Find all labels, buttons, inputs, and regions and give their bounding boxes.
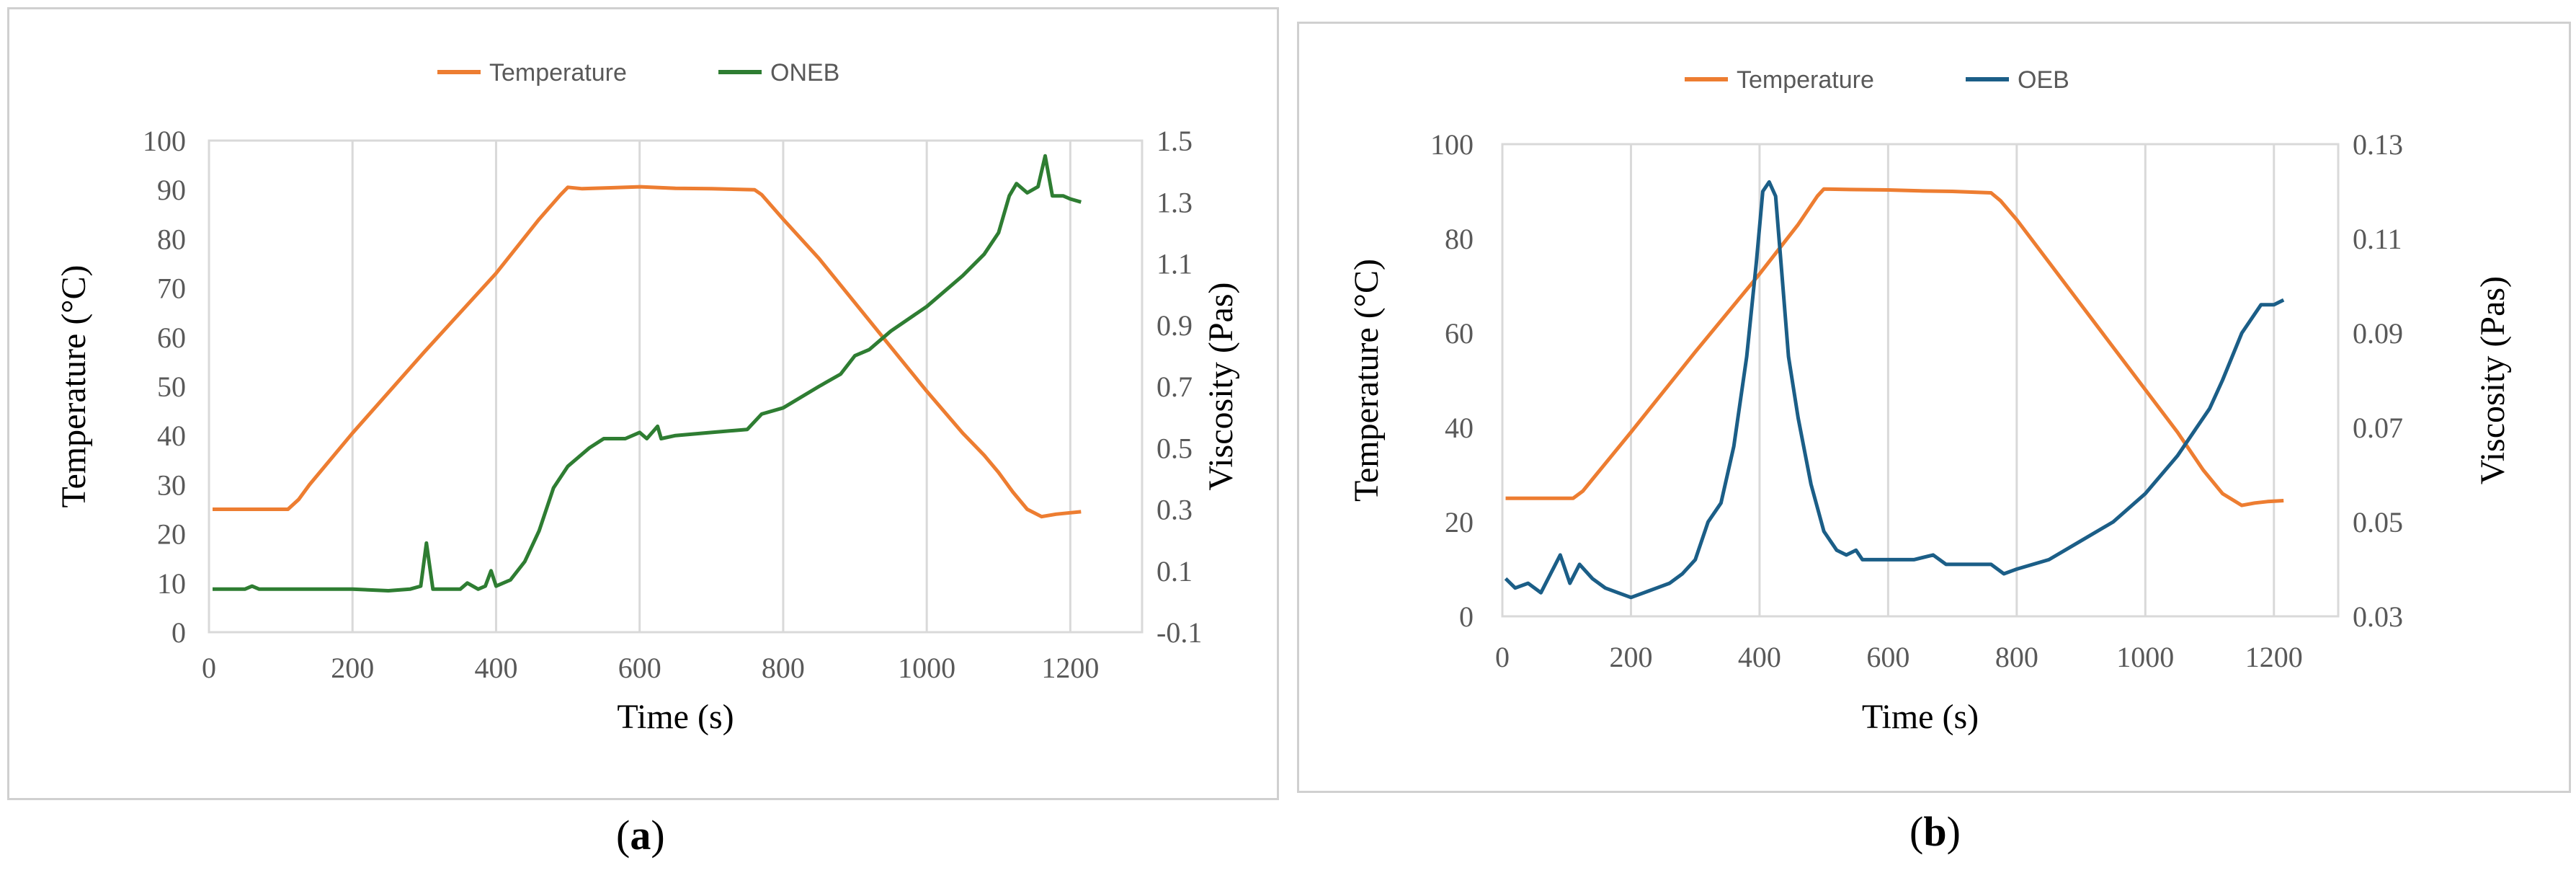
x-axis-title: Time (s) — [1862, 698, 1979, 736]
x-tick-label: 600 — [618, 652, 661, 684]
y-axis-title: Temperature (°C) — [1347, 259, 1386, 502]
y-tick-label: 0 — [1459, 600, 1474, 633]
y2-axis-title: Viscosity (Pas) — [1202, 282, 1240, 490]
legend-label-viscosity: ONEB — [770, 59, 839, 87]
legend-label-temperature: Temperature — [1737, 66, 1874, 94]
y2-tick-label: 1.3 — [1156, 186, 1193, 218]
panel-b-caption: (b) — [1909, 808, 1961, 855]
x-tick-label: 1000 — [2116, 641, 2174, 673]
x-axis-title: Time (s) — [617, 698, 734, 736]
y-tick-label: 90 — [157, 174, 186, 206]
y2-tick-label: 0.03 — [2353, 600, 2403, 633]
y-tick-label: 100 — [143, 125, 186, 157]
y-tick-label: 80 — [157, 223, 186, 255]
x-tick-label: 1000 — [898, 652, 955, 684]
y2-tick-label: 1.5 — [1156, 125, 1193, 157]
x-tick-label: 0 — [1495, 641, 1510, 673]
x-tick-label: 0 — [202, 652, 216, 684]
y-tick-label: 10 — [157, 567, 186, 600]
plot-area-a — [208, 139, 1144, 634]
panel-b-frame — [1297, 22, 2571, 793]
y2-tick-label: 0.13 — [2353, 128, 2403, 161]
series-line-oeb — [1504, 179, 2285, 600]
x-tick-label: 1200 — [1041, 652, 1099, 684]
y-tick-label: 60 — [1445, 317, 1474, 350]
y2-axis-title: Viscosity (Pas) — [2474, 276, 2512, 484]
y-tick-label: 100 — [1430, 128, 1474, 161]
series-line-temperature — [213, 185, 1082, 519]
y-tick-label: 0 — [171, 616, 186, 649]
x-tick-label: 200 — [331, 652, 374, 684]
y2-tick-label: 0.3 — [1156, 494, 1193, 526]
y-tick-label: 40 — [1445, 412, 1474, 444]
y2-tick-label: 0.1 — [1156, 555, 1193, 587]
x-tick-label: 1200 — [2245, 641, 2303, 673]
y-tick-label: 70 — [157, 272, 186, 305]
y2-tick-label: 0.7 — [1156, 371, 1193, 403]
x-tick-label: 400 — [1738, 641, 1781, 673]
y-tick-label: 30 — [157, 469, 186, 501]
panel-b-label: b — [1923, 808, 1947, 855]
y2-tick-label: 0.09 — [2353, 317, 2403, 350]
series-line-oneb — [213, 154, 1082, 593]
y-tick-label: 40 — [157, 420, 186, 452]
y-tick-label: 80 — [1445, 223, 1474, 255]
x-tick-label: 600 — [1866, 641, 1909, 673]
y-tick-label: 20 — [1445, 506, 1474, 538]
y2-tick-label: 0.11 — [2353, 223, 2402, 255]
legend-label-temperature: Temperature — [489, 59, 627, 87]
y2-tick-label: 1.1 — [1156, 248, 1193, 280]
y-tick-label: 60 — [157, 322, 186, 354]
x-tick-label: 200 — [1609, 641, 1652, 673]
x-tick-label: 800 — [1995, 641, 2038, 673]
panel-a-frame — [7, 7, 1279, 800]
x-tick-label: 400 — [474, 652, 517, 684]
y2-tick-label: -0.1 — [1156, 616, 1202, 649]
panel-a-caption: (a) — [616, 812, 665, 859]
y-tick-label: 20 — [157, 518, 186, 551]
x-tick-label: 800 — [762, 652, 805, 684]
y2-tick-label: 0.9 — [1156, 309, 1193, 342]
y2-tick-label: 0.07 — [2353, 412, 2403, 444]
panel-a-label: a — [630, 812, 651, 859]
legend-label-viscosity: OEB — [2018, 66, 2069, 94]
y-tick-label: 50 — [157, 371, 186, 403]
plot-area-b — [1501, 143, 2340, 618]
y2-tick-label: 0.05 — [2353, 506, 2403, 538]
y-axis-title: Temperature (°C) — [55, 265, 93, 507]
y2-tick-label: 0.5 — [1156, 432, 1193, 464]
series-line-temperature — [1505, 187, 2284, 507]
